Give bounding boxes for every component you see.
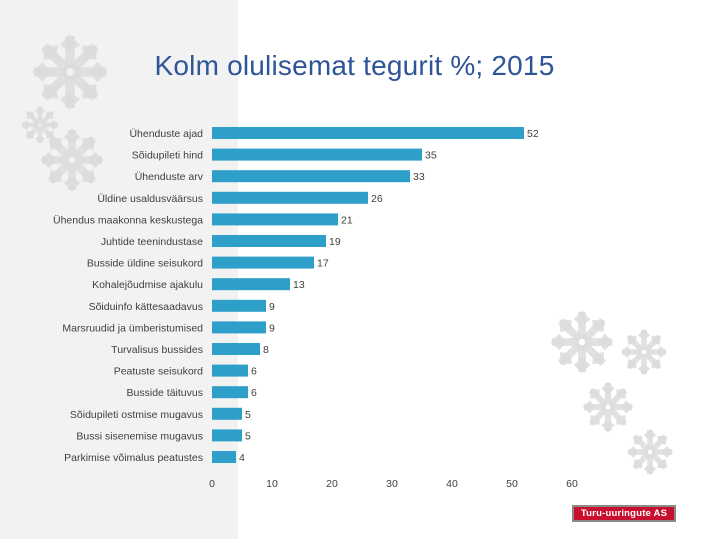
x-tick-label: 30: [386, 478, 398, 490]
bar: [212, 235, 326, 247]
value-label: 35: [425, 150, 437, 162]
bar: [212, 127, 524, 139]
value-label: 17: [317, 258, 329, 270]
snowflake-decoration: [626, 428, 674, 476]
value-label: 21: [341, 214, 353, 226]
bar: [212, 407, 242, 420]
value-label: 5: [245, 409, 251, 421]
logo-text: Turu-uuringute AS: [580, 508, 668, 519]
category-label: Kohalejõudmise ajakulu: [92, 279, 203, 291]
bar: [212, 256, 314, 269]
x-tick-label: 20: [326, 478, 338, 490]
value-label: 6: [251, 366, 257, 378]
value-label: 26: [371, 193, 383, 205]
category-label: Busside täituvus: [127, 387, 203, 399]
value-label: 52: [527, 128, 539, 140]
value-label: 8: [263, 344, 269, 356]
bar: [212, 321, 266, 334]
bar: [212, 429, 242, 442]
category-label: Busside üldine seisukord: [87, 258, 203, 270]
bar: [212, 343, 260, 355]
category-label: Ühenduste arv: [135, 171, 204, 183]
snowflake-decoration: [32, 34, 108, 110]
value-label: 19: [329, 236, 341, 248]
snowflake-decoration: [40, 128, 104, 192]
bar: [212, 213, 338, 226]
category-labels: Ühenduste ajad Sõidupileti hind Ühenduste …: [53, 128, 204, 464]
company-logo: Turu-uuringute AS: [572, 505, 676, 522]
bar: [212, 299, 266, 312]
x-tick-label: 60: [566, 478, 578, 490]
x-tick-label: 40: [446, 478, 458, 490]
value-label: 9: [269, 301, 275, 313]
value-label: 9: [269, 322, 275, 334]
bar: [212, 148, 422, 161]
category-label: Peatuste seisukord: [114, 366, 203, 378]
value-label: 33: [413, 171, 425, 183]
value-label: 6: [251, 387, 257, 399]
value-label: 5: [245, 430, 251, 442]
x-axis-ticks: 0 10 20 30 40 50 60: [209, 478, 578, 490]
bar: [212, 170, 410, 183]
category-label: Marsruudid ja ümberistumised: [62, 322, 203, 334]
value-label: 13: [293, 279, 305, 291]
category-label: Juhtide teenindustase: [101, 236, 203, 248]
background-panel: [0, 0, 238, 539]
bar: [212, 278, 290, 291]
category-label: Üldine usaldusväärsus: [97, 193, 203, 205]
x-tick-label: 0: [209, 478, 215, 490]
bar: [212, 364, 248, 377]
bar: [212, 191, 368, 204]
x-tick-label: 10: [266, 478, 278, 490]
bar: [212, 386, 248, 399]
value-label: 4: [239, 452, 245, 464]
category-label: Ühendus maakonna keskustega: [53, 214, 203, 226]
category-label: Turvalisus bussides: [111, 344, 203, 356]
snowflake-decoration: [582, 381, 634, 433]
category-label: Sõiduinfo kättesaadavus: [89, 301, 203, 313]
snowflake-decoration: [550, 310, 614, 374]
snowflake-decorations: [21, 34, 674, 476]
category-label: Ühenduste ajad: [129, 128, 203, 140]
category-label: Sõidupileti ostmise mugavus: [70, 409, 203, 421]
x-tick-label: 50: [506, 478, 518, 490]
snowflake-decoration: [620, 328, 668, 376]
category-label: Parkimise võimalus peatustes: [64, 452, 203, 464]
bar: [212, 451, 236, 463]
category-label: Sõidupileti hind: [132, 150, 203, 162]
category-label: Bussi sisenemise mugavus: [76, 430, 203, 442]
chart-title: Kolm olulisemat tegurit %; 2015: [154, 50, 555, 81]
bars-group: [212, 127, 524, 463]
snowflake-decoration: [21, 106, 59, 144]
